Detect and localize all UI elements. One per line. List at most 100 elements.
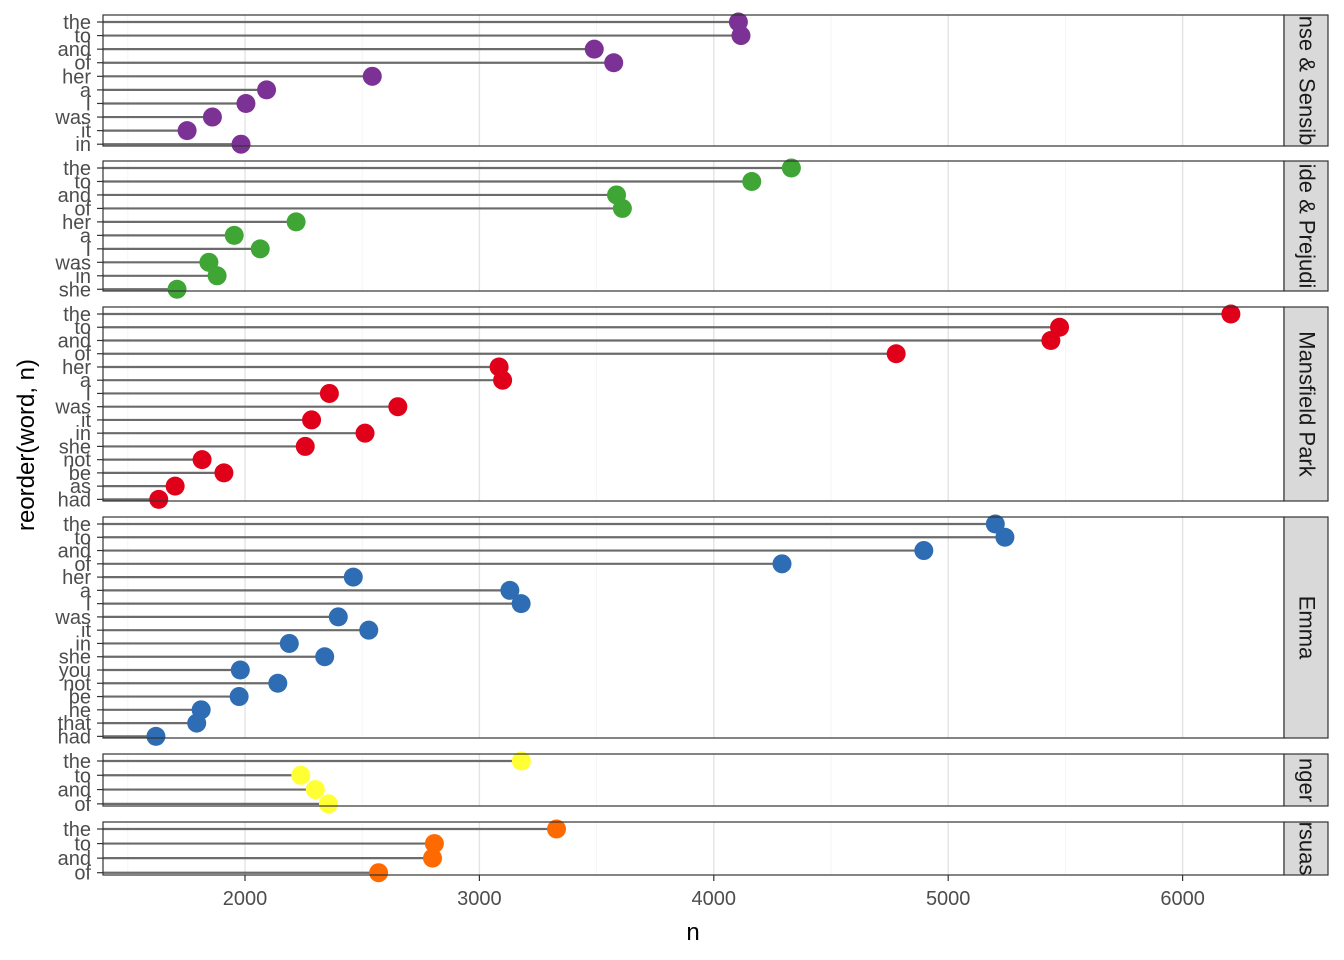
lollipop-point (187, 713, 207, 733)
y-tick-label: a (80, 580, 92, 602)
y-tick-label: as (70, 476, 91, 498)
lollipop-point (328, 607, 348, 627)
lollipop-point (343, 567, 363, 587)
lollipop-point (167, 279, 187, 299)
y-tick-label: and (58, 541, 91, 563)
y-tick-label: not (63, 450, 91, 472)
lollipop-point (202, 107, 222, 127)
y-tick-label: it (81, 121, 91, 143)
y-tick-label: of (74, 198, 91, 220)
y-tick-label: to (74, 26, 91, 48)
y-tick-label: to (74, 527, 91, 549)
y-tick-label: in (75, 423, 91, 445)
lollipop-point (319, 383, 339, 403)
x-tick-label: 3000 (457, 888, 502, 910)
lollipop-point (177, 121, 197, 141)
panel-background (103, 307, 1284, 501)
facet-strip-label: ide & Prejudi (1295, 164, 1320, 289)
y-tick-label: the (63, 514, 91, 536)
lollipop-point (305, 780, 325, 800)
lollipop-point (985, 514, 1005, 534)
lollipop-point (511, 751, 531, 771)
lollipop-point (772, 554, 792, 574)
panel-background (103, 15, 1284, 146)
y-tick-label: not (63, 673, 91, 695)
y-tick-label: and (58, 780, 91, 802)
lollipop-point (286, 212, 306, 232)
y-tick-label: of (74, 53, 91, 75)
lollipop-point (493, 370, 513, 390)
facet-strip (1283, 821, 1329, 876)
lollipop-point (781, 158, 801, 178)
lollipop-point (224, 225, 244, 245)
lollipop-point (230, 660, 250, 680)
y-tick-label: she (59, 436, 91, 458)
lollipop-point (315, 647, 335, 667)
panel-background (103, 822, 1284, 875)
x-axis: 2000 3000 4000 5000 6000 (223, 875, 1205, 910)
y-tick-label: had (58, 726, 91, 748)
lollipop-point (149, 489, 169, 509)
facet-strip (1283, 160, 1329, 292)
lollipop-point (388, 397, 408, 417)
lollipop-point (1041, 330, 1061, 350)
y-tick-label: the (63, 819, 91, 841)
y-tick-label: a (80, 370, 92, 392)
y-tick-label: was (54, 607, 91, 629)
lollipop-point (229, 687, 249, 707)
facet-panel: thetoandofheraIwasitinsheyounotbehethath… (54, 514, 1329, 748)
lollipop-point (231, 134, 251, 154)
lollipop-point (279, 633, 299, 653)
x-tick-label: 6000 (1160, 888, 1205, 910)
y-tick-label: be (69, 463, 91, 485)
y-tick-label: I (85, 594, 91, 616)
y-tick-label: to (74, 834, 91, 856)
y-tick-label: a (80, 225, 92, 247)
lollipop-point (355, 423, 375, 443)
facet-strip (1283, 14, 1329, 147)
y-tick-label: in (75, 134, 91, 156)
lollipop-point (318, 794, 338, 814)
lollipop-point (207, 266, 227, 286)
y-tick-label: of (74, 344, 91, 366)
y-tick-label: her (62, 567, 91, 589)
facet-strip (1283, 516, 1329, 739)
lollipop-point (146, 726, 166, 746)
y-tick-label: was (54, 252, 91, 274)
y-tick-label: it (81, 620, 91, 642)
lollipop-point (423, 848, 443, 868)
lollipop-point (424, 834, 444, 854)
y-tick-label: I (85, 239, 91, 261)
facet-strip-label: nger (1295, 758, 1320, 802)
facet-strip (1283, 753, 1329, 807)
y-tick-label: was (54, 397, 91, 419)
x-axis-title: n (686, 919, 699, 946)
lollipop-point (742, 171, 762, 191)
lollipop-point (731, 26, 751, 46)
y-tick-label: to (74, 765, 91, 787)
lollipop-point (500, 580, 520, 600)
lollipop-point (914, 541, 934, 561)
lollipop-point (604, 53, 624, 73)
facet-strip-label: Mansfield Park (1295, 331, 1320, 478)
panel-background (103, 517, 1284, 738)
y-tick-label: and (58, 39, 91, 61)
y-tick-label: he (69, 700, 91, 722)
lollipop-point (295, 436, 315, 456)
y-tick-label: she (59, 647, 91, 669)
y-tick-label: you (59, 660, 91, 682)
y-tick-label: and (58, 330, 91, 352)
facet-strip-label: nse & Sensib (1295, 16, 1320, 146)
y-tick-label: be (69, 687, 91, 709)
facet-strip-label: Emma (1295, 596, 1320, 660)
y-tick-label: I (85, 383, 91, 405)
lollipop-point (236, 93, 256, 113)
y-tick-label: she (59, 279, 91, 301)
lollipop-point (291, 765, 311, 785)
y-tick-label: of (74, 863, 91, 885)
y-tick-label: the (63, 751, 91, 773)
